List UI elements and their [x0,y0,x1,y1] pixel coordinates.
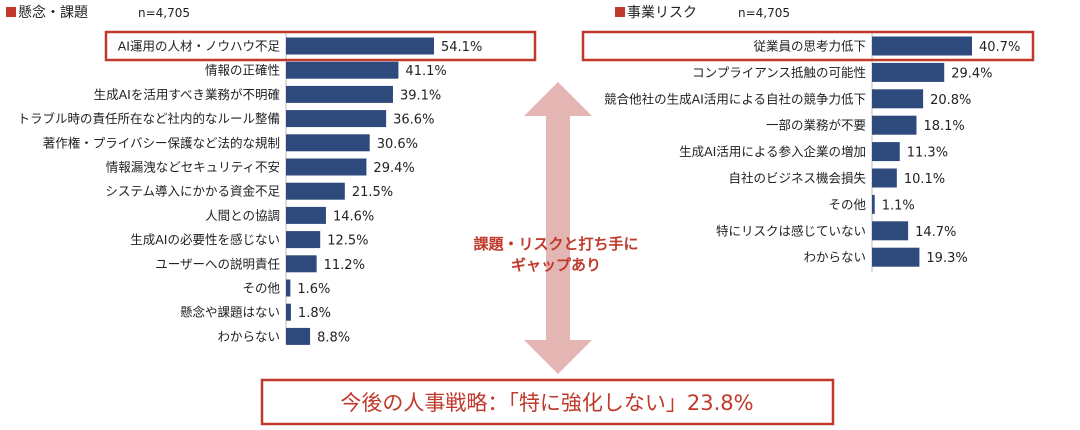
category-label: トラブル時の責任所在など社内的なルール整備 [17,111,280,126]
category-label: 情報漏洩などセキュリティ不安 [106,160,280,175]
category-label: ユーザーへの説明責任 [155,256,280,271]
category-label: 従業員の思考力低下 [753,39,866,54]
category-label: わからない [803,250,866,265]
bar [286,279,291,297]
category-label: AI運用の人材・ノウハウ不足 [118,39,281,54]
gap-text-line2: ギャップあり [511,256,601,274]
category-label: 生成AI活用による参入企業の増加 [679,144,866,159]
category-label: 人間との協調 [205,208,280,223]
bar [286,85,393,103]
category-label: 生成AIを活用すべき業務が不明確 [94,87,280,102]
value-label: 1.6% [297,282,330,297]
value-label: 36.6% [393,113,434,128]
value-label: 54.1% [441,40,482,55]
category-label: わからない [217,329,280,344]
left-bar-chart: AI運用の人材・ノウハウ不足 54.1% 情報の正確性 41.1% 生成AIを活用すべき… [17,37,482,345]
value-label: 29.4% [373,161,414,176]
category-label: 一部の業務が不要 [766,118,866,133]
value-label: 8.8% [317,330,350,345]
value-label: 18.1% [923,119,964,134]
value-label: 12.5% [327,234,368,249]
bar [872,247,920,267]
category-label: システム導入にかかる資金不足 [105,184,280,199]
gap-text-line1: 課題・リスクと打ち手に [473,235,638,253]
category-label: 情報の正確性 [205,63,280,78]
category-label: 特にリスクは感じていない [716,223,866,238]
category-label: 競合他社の生成AI活用による自社の競争力低下 [604,91,866,106]
bar [872,142,900,162]
left-highlight-box [104,30,537,62]
left-n-label: n=4,705 [138,6,190,20]
category-label: その他 [828,197,866,212]
bar [286,158,367,176]
bar [872,89,924,109]
value-label: 21.5% [352,185,393,200]
left-title-marker [6,7,16,17]
bar [872,168,897,188]
bar [286,255,317,273]
bar [872,36,972,56]
value-label: 40.7% [979,40,1020,55]
right-title-marker [615,7,625,17]
right-n-label: n=4,705 [738,6,790,20]
bar [286,37,434,55]
value-label: 11.3% [907,146,948,161]
value-label: 30.6% [377,137,418,152]
bar [286,303,291,321]
bar [872,194,875,214]
value-label: 1.1% [882,198,915,213]
category-label: 懸念や課題はない [180,305,280,320]
value-label: 41.1% [405,64,446,79]
bar [872,221,909,241]
value-label: 11.2% [324,258,365,273]
right-chart-title: 事業リスク [627,5,697,21]
bar [286,182,345,200]
bar [286,231,321,249]
bar [286,134,370,152]
category-label: 著作権・プライバシー保護など法的な規制 [43,135,280,150]
value-label: 10.1% [904,172,945,187]
bar [286,206,326,224]
bar [872,62,945,82]
left-chart-title: 懸念・課題 [18,4,88,21]
bar [286,327,311,345]
category-label: 生成AIの必要性を感じない [130,232,280,247]
strategy-text: 今後の人事戦略：「特に強化しない」23.8% [340,391,753,415]
bar [872,115,917,135]
value-label: 14.6% [333,209,374,224]
category-label: その他 [242,281,280,296]
value-label: 39.1% [400,88,441,103]
value-label: 19.3% [926,251,967,266]
double-arrow-icon [524,82,592,374]
value-label: 29.4% [951,66,992,81]
category-label: コンプライアンス抵触の可能性 [692,65,866,80]
bar [286,110,387,128]
value-label: 14.7% [915,225,956,240]
value-label: 20.8% [930,93,971,108]
strategy-box [260,378,835,426]
category-label: 自社のビジネス機会損失 [728,171,866,186]
bar [286,61,399,79]
right-highlight-box [581,30,1035,62]
value-label: 1.8% [298,306,331,321]
right-bar-chart: 従業員の思考力低下 40.7% コンプライアンス抵触の可能性 29.4% 競合他社の生成… [604,36,1020,267]
